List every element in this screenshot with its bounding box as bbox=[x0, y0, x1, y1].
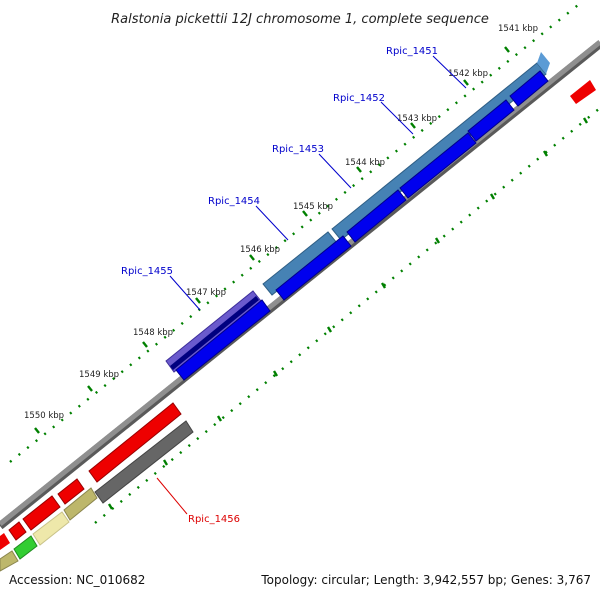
gene-rpic-1455-core bbox=[170, 296, 259, 370]
kbp-label: 1549 kbp bbox=[79, 370, 119, 380]
cds-green[interactable] bbox=[13, 535, 38, 560]
kbp-label: 1542 kbp bbox=[448, 69, 488, 79]
cds-khaki[interactable] bbox=[63, 487, 98, 521]
callout-line bbox=[156, 477, 188, 515]
cds-blue[interactable] bbox=[467, 99, 515, 142]
inner-tick-track bbox=[94, 107, 600, 524]
major-ticks bbox=[34, 46, 510, 434]
gene-rpic-1451-1453[interactable] bbox=[331, 62, 547, 241]
kbp-label: 1546 kbp bbox=[240, 245, 280, 255]
kbp-labels: 1541 kbp 1542 kbp 1543 kbp 1544 kbp 1545… bbox=[24, 24, 538, 421]
callout-line bbox=[380, 101, 414, 135]
map-title: Ralstonia pickettii 12J chromosome 1, co… bbox=[111, 12, 489, 27]
gene-red-tiny[interactable] bbox=[8, 521, 27, 541]
cds-blue[interactable] bbox=[509, 70, 549, 107]
kbp-label: 1544 kbp bbox=[345, 158, 385, 168]
gene-label-rpic-1451[interactable]: Rpic_1451 bbox=[386, 46, 438, 57]
kbp-label: 1541 kbp bbox=[498, 24, 538, 34]
inner-major-ticks bbox=[107, 117, 589, 510]
callout-line bbox=[432, 55, 467, 89]
cds-blue[interactable] bbox=[175, 299, 271, 381]
gene-red-small[interactable] bbox=[57, 478, 85, 505]
gene-label-rpic-1453[interactable]: Rpic_1453 bbox=[272, 144, 324, 155]
cds-blue[interactable] bbox=[275, 235, 352, 301]
callout-line bbox=[318, 153, 352, 189]
kbp-label: 1547 kbp bbox=[186, 288, 226, 298]
gene-arrow-head bbox=[537, 52, 550, 74]
kbp-label: 1550 kbp bbox=[24, 411, 64, 421]
kbp-label: 1545 kbp bbox=[293, 202, 333, 212]
gene-red-right[interactable] bbox=[570, 80, 596, 104]
kbp-label: 1543 kbp bbox=[397, 114, 437, 124]
gene-label-rpic-1455[interactable]: Rpic_1455 bbox=[121, 266, 173, 277]
gene-track-lower bbox=[0, 70, 549, 572]
kbp-label: 1548 kbp bbox=[133, 328, 173, 338]
gene-label-rpic-1452[interactable]: Rpic_1452 bbox=[333, 93, 385, 104]
gene-label-rpic-1456[interactable]: Rpic_1456 bbox=[188, 514, 240, 525]
gene-label-rpic-1454[interactable]: Rpic_1454 bbox=[208, 196, 260, 207]
cds-khaki-edge[interactable] bbox=[0, 550, 19, 572]
accession-text: Accession: NC_010682 bbox=[9, 573, 146, 587]
gene-red-small-2[interactable] bbox=[22, 495, 61, 531]
gene-red-edge[interactable] bbox=[0, 533, 10, 550]
outer-tick-track bbox=[9, 4, 579, 463]
cds-blue[interactable] bbox=[346, 189, 407, 243]
cds-blue[interactable] bbox=[399, 132, 477, 199]
gene-red-upper[interactable] bbox=[88, 402, 182, 483]
topology-summary: Topology: circular; Length: 3,942,557 bp… bbox=[261, 573, 591, 587]
gene-track-upper bbox=[0, 52, 596, 550]
gene-callouts: Rpic_1451 Rpic_1452 Rpic_1453 Rpic_1454 … bbox=[121, 46, 467, 525]
callout-line bbox=[255, 205, 289, 241]
cds-gray[interactable] bbox=[94, 420, 194, 504]
callout-line bbox=[169, 275, 201, 311]
cds-pale[interactable] bbox=[32, 511, 70, 546]
